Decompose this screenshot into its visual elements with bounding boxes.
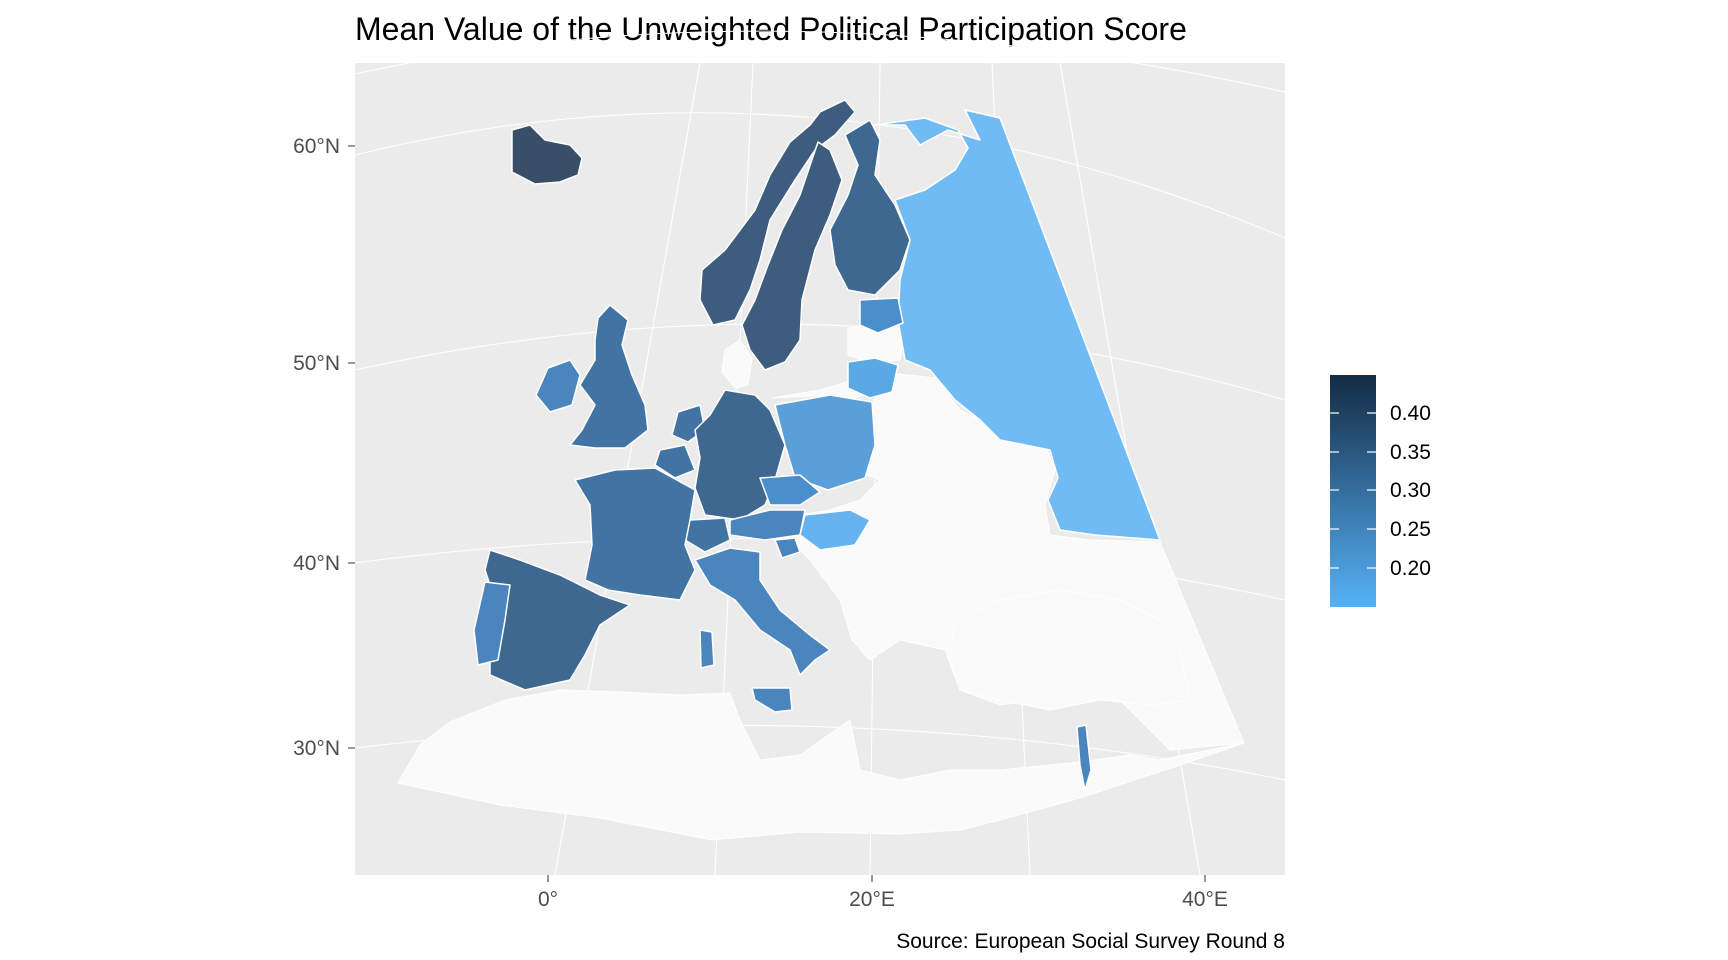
map-caption: Source: European Social Survey Round 8	[896, 930, 1285, 953]
y-axis: 60°N 50°N 40°N 30°N	[293, 135, 355, 760]
x-axis: 0° 20°E 40°E	[538, 875, 1228, 911]
region-sardinia	[699, 629, 715, 669]
y-tick-label: 40°N	[293, 552, 340, 575]
legend-label: 0.35	[1390, 441, 1431, 464]
region-slovenia	[774, 537, 801, 559]
region-portugal	[473, 581, 511, 666]
region-finland	[829, 119, 911, 296]
north-africa	[397, 689, 1245, 841]
x-tick-label: 20°E	[849, 888, 895, 911]
region-czechia	[759, 474, 821, 506]
legend-label: 0.20	[1390, 557, 1431, 580]
legend-label: 0.30	[1390, 479, 1431, 502]
region-estonia	[859, 297, 904, 334]
denmark	[721, 339, 753, 389]
turkey	[949, 589, 1191, 711]
parallel-50n	[354, 323, 1286, 401]
region-united-kingdom	[569, 304, 649, 449]
y-tick-label: 50°N	[293, 352, 340, 375]
region-poland	[774, 394, 876, 491]
parallel-70n	[354, 30, 1286, 93]
region-belgium	[654, 444, 696, 479]
region-sicily	[751, 687, 793, 713]
map-title: Mean Value of the Unweighted Political P…	[355, 11, 1187, 47]
region-hungary	[799, 509, 871, 551]
region-sweden	[741, 141, 843, 371]
y-tick-label: 30°N	[293, 737, 340, 760]
legend-ticks	[1330, 412, 1376, 569]
region-israel	[1076, 724, 1092, 791]
region-ireland	[535, 359, 581, 413]
countries	[473, 99, 1161, 791]
region-russia	[874, 109, 1161, 541]
legend-label: 0.25	[1390, 518, 1431, 541]
region-italy	[694, 547, 831, 676]
legend: 0.40 0.35 0.30 0.25 0.20	[1330, 375, 1431, 607]
region-france	[574, 467, 696, 601]
legend-colorbar	[1330, 375, 1376, 607]
y-tick-label: 60°N	[293, 135, 340, 158]
x-tick-label: 40°E	[1182, 888, 1228, 911]
region-iceland	[511, 124, 583, 185]
x-tick-label: 0°	[538, 888, 558, 911]
legend-label: 0.40	[1390, 402, 1431, 425]
region-norway	[699, 99, 856, 326]
region-lithuania	[847, 357, 899, 399]
no-data-land	[397, 324, 1245, 841]
